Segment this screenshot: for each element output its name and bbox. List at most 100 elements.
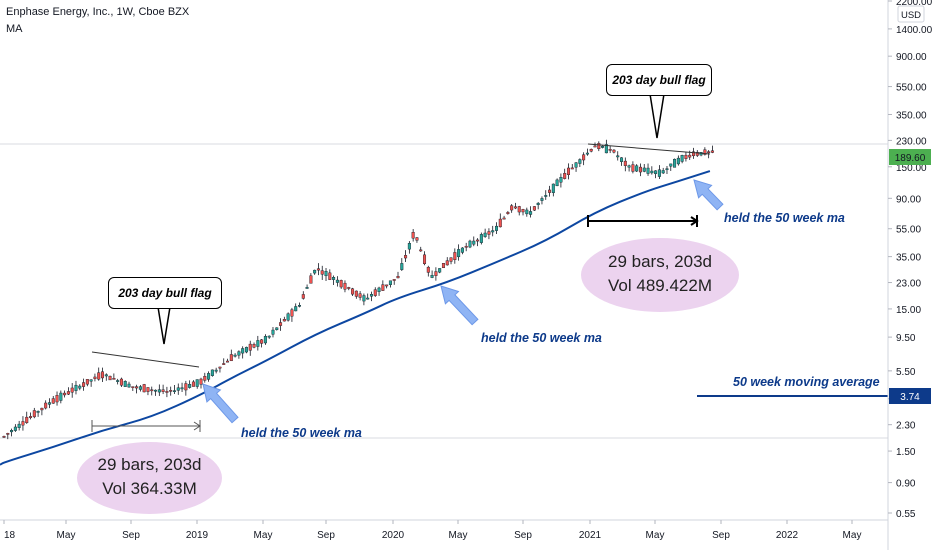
candle-body xyxy=(335,279,339,283)
held-annotation-3: held the 50 week ma xyxy=(724,211,845,225)
candle-body xyxy=(286,313,290,321)
candle xyxy=(669,163,673,171)
candle-body xyxy=(279,322,283,326)
candle-body xyxy=(642,167,646,172)
candle xyxy=(362,293,366,306)
candle xyxy=(430,270,434,279)
candle xyxy=(150,386,154,396)
candle-body xyxy=(578,159,582,164)
candle xyxy=(271,327,275,338)
candle xyxy=(483,228,487,238)
candle-body xyxy=(426,266,430,273)
candle-body xyxy=(381,284,385,291)
candle-body xyxy=(343,282,347,290)
candle-body xyxy=(108,375,112,381)
candle xyxy=(612,149,616,154)
candle xyxy=(85,379,89,387)
candle-body xyxy=(210,369,214,376)
candle-body xyxy=(597,143,601,150)
candle xyxy=(252,342,256,349)
candle-body xyxy=(358,293,362,298)
candle-body xyxy=(570,167,574,170)
bubble-left-volume: Vol 364.33M xyxy=(102,479,197,498)
candle xyxy=(479,232,483,245)
currency-badge[interactable]: USD xyxy=(897,5,925,23)
measure-arrow xyxy=(193,421,201,431)
x-tick-label: May xyxy=(57,530,76,541)
y-tick-label: 550.00 xyxy=(896,83,927,94)
candle xyxy=(267,335,271,339)
x-tick-label: 2021 xyxy=(579,530,602,541)
flag-callout-pointer-right xyxy=(649,93,665,139)
candle-body xyxy=(241,348,245,354)
x-tick-label: 18 xyxy=(4,530,16,541)
candle-body xyxy=(385,284,389,287)
candle xyxy=(506,210,510,215)
y-tick-label: 2200.00 xyxy=(896,0,932,8)
candle xyxy=(476,238,480,247)
candle xyxy=(97,367,101,381)
candle xyxy=(36,410,40,417)
candle xyxy=(351,287,355,297)
candle-body xyxy=(237,351,241,356)
candle-body xyxy=(282,319,286,322)
candle-body xyxy=(154,389,158,392)
flag-line-right xyxy=(587,143,711,155)
candle xyxy=(339,279,343,289)
candle xyxy=(525,207,529,217)
candle-body xyxy=(419,249,423,252)
candle-body xyxy=(373,289,377,296)
candle xyxy=(176,383,180,395)
candle-body xyxy=(309,275,313,284)
candle xyxy=(472,236,476,247)
candle-body xyxy=(676,157,680,165)
candle-body xyxy=(563,173,567,179)
candle-body xyxy=(703,149,707,155)
candle xyxy=(191,380,195,387)
candle xyxy=(589,148,593,153)
candle-body xyxy=(123,381,127,387)
candle-body xyxy=(423,254,427,265)
candle-body xyxy=(222,363,226,365)
arrow-held-1 xyxy=(202,383,239,424)
candle-body xyxy=(146,387,150,392)
candle xyxy=(290,307,294,322)
candle-body xyxy=(267,335,271,338)
candle xyxy=(195,379,199,389)
candle xyxy=(548,185,552,197)
candle-body xyxy=(207,373,211,380)
candle xyxy=(320,265,324,280)
candle-body xyxy=(316,268,320,271)
candle xyxy=(184,380,188,396)
candle xyxy=(82,378,86,391)
candle xyxy=(66,387,70,396)
candle-body xyxy=(172,390,176,392)
candle-body xyxy=(70,387,74,393)
candle-body xyxy=(59,392,63,401)
flag-callout-pointer-left xyxy=(157,306,171,345)
candle xyxy=(78,384,82,391)
candle xyxy=(51,395,55,404)
candle xyxy=(604,139,608,154)
candle-body xyxy=(85,379,89,385)
candle-body xyxy=(301,294,305,299)
x-tick-label: Sep xyxy=(122,530,140,541)
candle xyxy=(369,291,373,302)
candle xyxy=(13,424,17,432)
candle-body xyxy=(551,183,555,193)
currency-badge-bg xyxy=(897,5,925,23)
candle-body xyxy=(203,376,207,381)
candle-body xyxy=(47,402,51,405)
last-price-badge-text: 189.60 xyxy=(895,153,926,164)
candle-body xyxy=(476,239,480,242)
candle xyxy=(642,164,646,173)
candle-body xyxy=(157,389,161,393)
candle xyxy=(2,435,6,438)
candle-body xyxy=(411,232,415,239)
candle-body xyxy=(441,263,445,269)
candle-body xyxy=(263,336,267,344)
candle xyxy=(680,154,684,164)
candle xyxy=(684,152,688,162)
candle xyxy=(301,291,305,300)
